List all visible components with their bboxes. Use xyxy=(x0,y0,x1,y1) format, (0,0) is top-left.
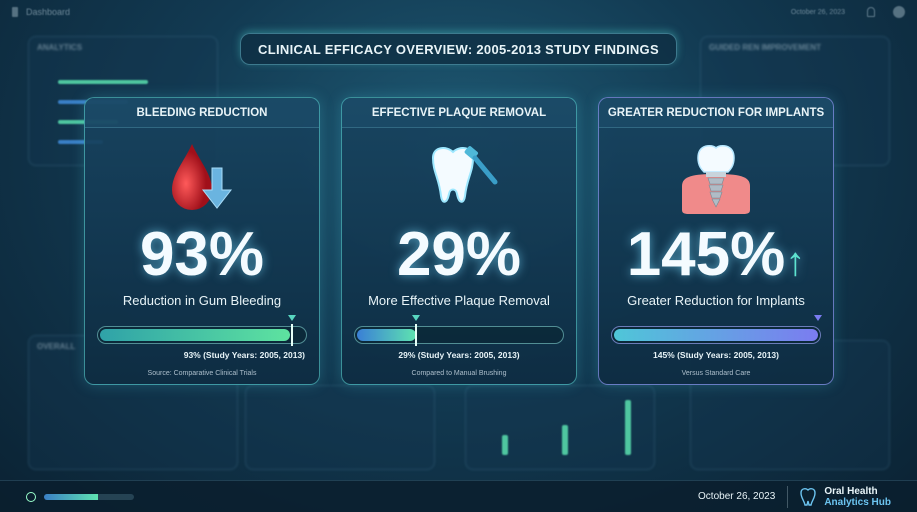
metric-value: 29% xyxy=(396,220,522,289)
progress-bar xyxy=(611,315,822,344)
bg-panel-label: GUIDED REN IMPROVEMENT xyxy=(709,43,822,52)
stat-text: 29% (Study Years: 2005, 2013) xyxy=(398,350,520,360)
avatar[interactable] xyxy=(893,6,905,18)
marker-triangle-icon xyxy=(412,315,421,321)
footer-progress-bar xyxy=(44,493,134,500)
footer-date: October 26, 2023 xyxy=(698,491,776,502)
bell-icon[interactable] xyxy=(867,7,875,17)
brand-logo: Oral Health Analytics Hub xyxy=(798,486,891,508)
bg-panel-chart xyxy=(245,385,435,470)
metric-value-text: 145% xyxy=(626,220,786,289)
progress-fill xyxy=(357,329,417,341)
footer: October 26, 2023 Oral Health Analytics Hu… xyxy=(0,480,917,512)
bg-panel-chart xyxy=(465,385,655,470)
stat-text: 93% (Study Years: 2005, 2013) xyxy=(183,350,305,360)
top-bar: Dashboard October 26, 2023 xyxy=(0,0,917,24)
progress-marker xyxy=(415,324,418,346)
tooth-logo-icon xyxy=(800,487,817,506)
card-header: EFFECTIVE PLAQUE REMOVAL xyxy=(342,98,576,128)
card-implants: GREATER REDUCTION FOR IMPLANTS 145%↑ Gre… xyxy=(598,97,834,385)
source-text: Versus Standard Care xyxy=(681,370,751,377)
brand-line2: Analytics Hub xyxy=(824,496,891,508)
bg-bar xyxy=(625,400,631,455)
card-header: BLEEDING REDUCTION xyxy=(85,98,319,128)
bg-panel-label: ANALYTICS xyxy=(37,43,83,52)
bg-bar xyxy=(58,80,148,84)
metric-subtitle: More Effective Plaque Removal xyxy=(368,293,550,308)
dental-implant-icon xyxy=(682,144,750,214)
bg-bar xyxy=(58,140,103,144)
brand-line1: Oral Health xyxy=(824,485,878,497)
card-plaque-removal: EFFECTIVE PLAQUE REMOVAL 29% More Effect… xyxy=(341,97,577,385)
progress-marker xyxy=(291,324,294,346)
metric-subtitle: Greater Reduction for Implants xyxy=(627,293,805,308)
progress-bar xyxy=(97,315,307,346)
bg-bar xyxy=(502,435,508,455)
progress-bar xyxy=(354,315,564,346)
source-text: Source: Comparative Clinical Trials xyxy=(147,370,257,377)
header-date: October 26, 2023 xyxy=(790,8,845,16)
metric-subtitle: Reduction in Gum Bleeding xyxy=(122,293,282,308)
stat-text: 145% (Study Years: 2005, 2013) xyxy=(652,350,779,360)
metric-value: 93% xyxy=(139,220,265,289)
progress-fill xyxy=(614,329,818,341)
app-title: Dashboard xyxy=(26,7,71,17)
progress-fill xyxy=(100,329,290,341)
page-title: CLINICAL EFFICACY OVERVIEW: 2005-2013 ST… xyxy=(240,33,677,65)
marker-triangle-icon xyxy=(288,315,297,321)
divider xyxy=(787,485,789,508)
card-bleeding-reduction: BLEEDING REDUCTION 93% Reduction in Gum … xyxy=(84,97,320,385)
bg-panel-label: OVERALL xyxy=(37,342,76,351)
card-header: GREATER REDUCTION FOR IMPLANTS xyxy=(599,98,833,128)
menu-icon[interactable] xyxy=(12,7,18,17)
footer-progress-fill xyxy=(44,493,98,500)
marker-triangle-icon xyxy=(814,315,822,321)
tooth-toothbrush-icon xyxy=(431,146,498,203)
bg-bar xyxy=(562,425,568,455)
source-text: Compared to Manual Brushing xyxy=(411,370,507,377)
clock-icon xyxy=(26,491,36,502)
blood-drop-down-arrow-icon xyxy=(172,144,233,210)
metric-value: 145%↑ xyxy=(599,220,833,297)
up-arrow-icon: ↑ xyxy=(785,240,806,284)
